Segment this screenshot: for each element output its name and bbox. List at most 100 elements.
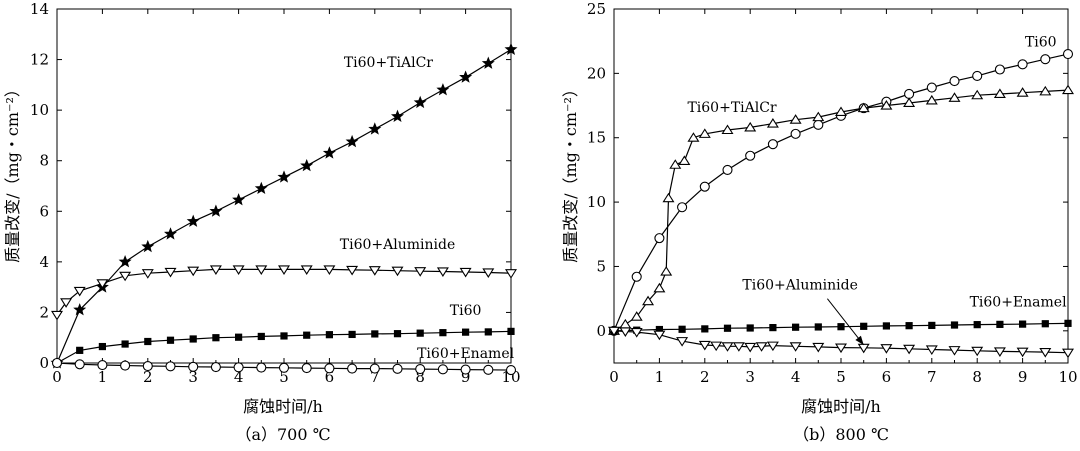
panel-a-series-ti60-aluminide-point: [459, 267, 472, 278]
panel-b-series-ti60-tialcr-point: [642, 295, 655, 306]
panel-b-series-ti60-point: [904, 88, 915, 100]
panel-b-series-ti60-aluminide-point: [710, 341, 723, 352]
panel-a-x-tick-label: 7: [370, 368, 380, 386]
panel-a-y-tick-label: 12: [30, 51, 49, 69]
panel-a-series-ti60-tialcr-point: [436, 83, 450, 96]
panel-b-series-ti60-tialcr-point: [789, 114, 802, 124]
panel-b-series-ti60-tialcr-point: [971, 89, 984, 100]
panel-a-y-tick-label: 8: [39, 152, 49, 170]
panel-b-curve-label: Ti60+Aluminide: [742, 278, 857, 294]
panel-b-series-ti60-tialcr-point: [662, 192, 675, 203]
panel-b-annotation-arrow-line: [826, 298, 865, 346]
panel-b-series-ti60-enamel-point: [973, 321, 981, 329]
panel-b-y-tick-label: 10: [587, 193, 606, 211]
panel-a-series-ti60-enamel-point: [324, 363, 335, 374]
panel-b-y-axis-label: 质量改变/（mg・cm⁻²）: [561, 81, 580, 263]
panel-b-series-ti60-point: [631, 271, 642, 282]
panel-b-series-ti60-point: [972, 70, 983, 81]
panel-a-series-ti60-aluminide-point: [60, 298, 73, 308]
panel-a-series-ti60-enamel-point: [483, 364, 494, 375]
panel-b-series-ti60-aluminide-point: [835, 343, 847, 354]
panel-a-series-ti60-point: [166, 336, 175, 344]
panel-a-series-ti60-enamel-point: [415, 364, 426, 375]
panel-b-x-axis-label: 腐蚀时间/h: [801, 397, 881, 416]
panel-a-y-tick-label: 14: [30, 0, 49, 18]
panel-a-series-ti60-aluminide-point: [391, 266, 404, 277]
panel-a-series-ti60-point: [393, 330, 402, 338]
panel-b-series-ti60-tialcr-point: [948, 92, 961, 102]
panel-b-x-tick-label: 5: [836, 368, 846, 386]
panel-b-series-ti60-aluminide-point: [789, 342, 802, 352]
panel-a-series-ti60-point: [348, 330, 356, 339]
panel-a-series-ti60-enamel-point: [51, 357, 63, 369]
panel-b-series-ti60-enamel-point: [1064, 319, 1072, 327]
panel-a-series-ti60-tialcr-point: [413, 95, 427, 109]
panel-b-series-ti60-enamel-point: [746, 324, 754, 332]
panel-b-series-ti60-point: [654, 233, 665, 244]
panel-b-series-ti60-point: [677, 202, 688, 213]
panel-b-series-ti60-aluminide-point: [1039, 348, 1052, 358]
panel-a-series-ti60-enamel-point: [142, 360, 153, 372]
panel-b-series-ti60-tialcr-point: [903, 97, 916, 108]
panel-b-series-ti60-aluminide-point: [755, 342, 768, 352]
panel-a-y-tick-label: 10: [30, 101, 49, 119]
panel-a-x-tick-label: 3: [188, 368, 198, 386]
panel-b-annotation-arrow-head: [855, 335, 864, 345]
panel-b-series-ti60-enamel-point: [950, 321, 959, 329]
panel-a-series-ti60-aluminide-point: [187, 266, 200, 277]
panel-a-series-ti60-aluminide-point: [300, 265, 313, 275]
panel-b-series-ti60-tialcr-point: [1062, 84, 1074, 95]
panel-b-series-ti60-enamel-point: [882, 322, 890, 330]
panel-a-series-ti60-tialcr-point: [481, 56, 495, 69]
panel-a-series-ti60-point: [462, 328, 470, 336]
panel-b-series-ti60-tialcr-point: [993, 88, 1006, 99]
panel-a-series-ti60-aluminide-point: [209, 265, 222, 275]
panel-a-plot-area: 0 1 2 3 4 5 6 7 8 9 1002468101214Ti60+TiAlCrTi60+A…: [30, 0, 521, 386]
panel-b-series-ti60-aluminide-point: [1016, 347, 1029, 358]
panel-b-series-ti60-tialcr-point: [687, 132, 700, 142]
panel-a-series-ti60-tialcr-point: [209, 204, 223, 217]
panel-b-x-tick-label: 3: [745, 368, 755, 386]
panel-a-series-ti60-enamel-point: [188, 361, 199, 372]
panel-b-series-ti60-enamel-point: [678, 325, 686, 333]
panel-a-series-ti60-enamel-point: [392, 363, 403, 374]
panel-a-series-ti60-point: [507, 327, 515, 335]
panel-a-series-ti60-enamel-point: [278, 362, 290, 373]
panel-a-x-tick-label: 0: [52, 368, 62, 386]
panel-b-curve-label: Ti60: [1025, 34, 1057, 50]
panel-b-x-tick-label: 10: [1058, 368, 1077, 386]
panel-a-series-ti60-aluminide-point: [505, 269, 517, 279]
panel-a-series-ti60-aluminide-point: [482, 268, 495, 279]
panel-b-series-ti60-enamel-point: [723, 324, 732, 332]
panel-b-series-ti60-tialcr-point: [630, 311, 643, 321]
panel-b-series-ti60-aluminide-point: [993, 347, 1006, 357]
panel-a-series-ti60-aluminide-point: [232, 265, 245, 275]
panel-b-y-tick-label: 20: [587, 64, 606, 82]
panel-b-series-ti60-aluminide-point: [676, 337, 689, 347]
panel-a-series-ti60-tialcr-point: [322, 146, 336, 159]
panel-b-series-ti60-point: [949, 76, 960, 87]
panel-a-series-ti60-point: [76, 346, 84, 354]
panel-b-series-ti60-enamel-point: [655, 325, 663, 334]
panel-a-x-tick-label: 9: [461, 368, 471, 386]
panel-a-series-ti60-enamel-point: [369, 363, 380, 374]
panel-b-x-tick-label: 4: [791, 368, 801, 386]
panel-a-series-ti60-aluminide-point: [141, 269, 154, 279]
panel-b-series-ti60-point: [767, 139, 778, 150]
panel-a-series-ti60-tialcr-point: [345, 134, 359, 148]
panel-a-series-ti60-tialcr-line: [56, 48, 512, 364]
panel-b-series-ti60-enamel-point: [996, 320, 1004, 328]
panel-b-series-ti60-point: [994, 64, 1005, 75]
panel-a-series-ti60-aluminide-point: [436, 267, 449, 278]
panel-b-caption: （b）800 ℃: [793, 425, 889, 444]
panel-b-series-ti60-point: [699, 181, 710, 192]
panel-a-series-ti60-point: [212, 334, 220, 342]
panel-b-series-ti60-aluminide-point: [619, 327, 632, 337]
panel-a-series-ti60-tialcr-point: [368, 122, 382, 135]
panel-a-series-ti60-tialcr-point: [391, 109, 404, 122]
panel-b-series-ti60-aluminide-point: [1062, 348, 1074, 359]
panel-b-x-tick-label: 7: [927, 368, 937, 386]
panel-a-y-tick-label: 4: [39, 253, 49, 271]
